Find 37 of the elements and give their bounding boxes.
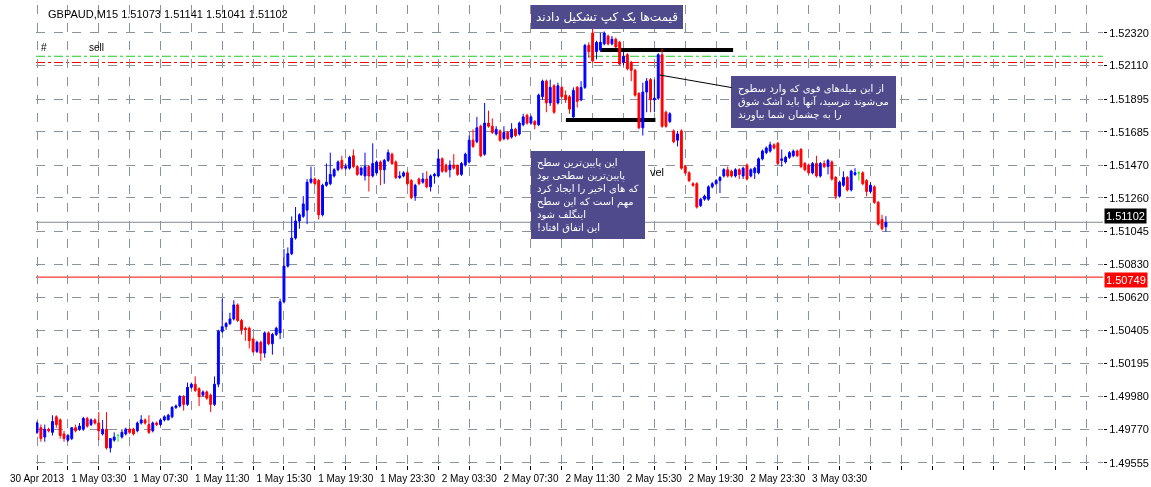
x-tick-label: 1 May 03:30 xyxy=(71,473,127,484)
y-tick-label: 1.52320 xyxy=(1109,26,1149,39)
y-tick-label: 1.51470 xyxy=(1109,158,1149,171)
y-tick-label: 1.51045 xyxy=(1109,224,1149,237)
x-tick-label: 1 May 23:30 xyxy=(379,473,436,484)
annotation: sell xyxy=(89,42,105,53)
x-tick-label: 2 May 11:30 xyxy=(565,473,621,484)
y-tick-label: 1.49980 xyxy=(1109,390,1149,403)
y-tick-label: 1.50620 xyxy=(1109,291,1149,304)
x-tick-label: 1 May 11:30 xyxy=(195,473,250,484)
x-tick-label: 1 May 07:30 xyxy=(132,473,189,484)
y-tick-label: 1.49770 xyxy=(1109,423,1149,436)
x-tick-label: 1 May 15:30 xyxy=(256,473,312,484)
chart-title: GBPAUD,M15 1.51073 1.51141 1.51041 1.51102 xyxy=(48,7,288,20)
x-tick-label: 2 May 07:30 xyxy=(503,473,559,484)
y-tick-label: 1.50405 xyxy=(1109,324,1149,337)
x-tick-label: 3 May 03:30 xyxy=(812,473,868,484)
x-tick-label: 2 May 19:30 xyxy=(688,473,745,484)
ref-line-label: 1.50749 xyxy=(1106,274,1146,286)
x-tick-label: 2 May 23:30 xyxy=(750,473,806,484)
y-tick-label: 1.51685 xyxy=(1109,125,1149,138)
x-tick-label: 2 May 15:30 xyxy=(626,473,683,484)
x-tick-label: 30 Apr 2013 xyxy=(10,473,65,484)
annotation: این پایین‌ترین سطح پایین‌ترین سطحی بود که های اخیر را ایجاد کرد مهم است که این سطح اینگلف شود این اتفاق افتاد! xyxy=(537,157,639,233)
x-tick-label: 1 May 19:30 xyxy=(318,473,374,484)
ref-line-label: 1.51102 xyxy=(1106,210,1145,222)
y-tick-label: 1.50830 xyxy=(1109,258,1149,271)
y-tick-label: 1.49555 xyxy=(1109,456,1149,469)
y-tick-label: 1.51260 xyxy=(1109,191,1149,204)
x-tick-label: 2 May 03:30 xyxy=(441,473,498,484)
y-tick-label: 1.51895 xyxy=(1109,92,1149,105)
annotation: قیمت‌ها یک کپ تشکیل دادند xyxy=(536,10,678,24)
y-tick-label: 1.50195 xyxy=(1109,357,1149,370)
annotation: # xyxy=(41,42,47,53)
y-tick-label: 1.52110 xyxy=(1109,59,1149,72)
annotation: از این میله‌های قوی که وارد سطوح می‌شوند نترسید، آنها باید اشک شوق را به چشمان شما بیاورند xyxy=(738,83,889,121)
annotation: vel xyxy=(650,166,665,178)
